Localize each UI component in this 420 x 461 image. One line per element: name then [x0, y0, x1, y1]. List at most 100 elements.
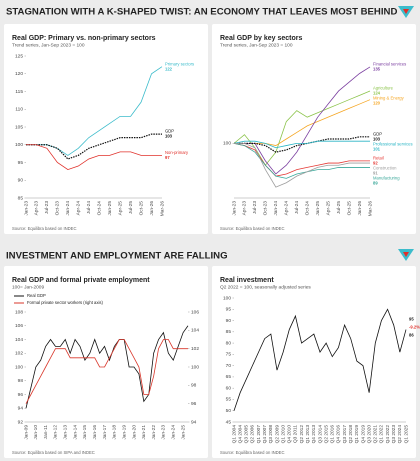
end-label-value: 103: [165, 134, 173, 139]
end-label-name: GDP: [165, 129, 174, 134]
y-tick-label: 102: [15, 351, 23, 357]
y-tick-label: 94: [18, 406, 24, 412]
y2-tick-label: 98: [191, 383, 197, 389]
x-tick-label: Apr-24: [284, 201, 290, 216]
y-tick-label: 90: [18, 178, 24, 184]
x-tick-label: Jul-23: [44, 201, 50, 214]
panel: [4, 24, 208, 234]
y-tick-label: 115: [15, 89, 23, 95]
y-tick-label: 98: [18, 378, 24, 384]
series-line: [234, 136, 370, 153]
x-tick-label: Apr-25: [325, 201, 331, 216]
x-tick-label: Q4 2013: [311, 425, 317, 444]
y-tick-label: 106: [15, 323, 23, 329]
chart-subtitle: Q2 2022 = 100, seasonally adjusted serie…: [220, 284, 311, 290]
x-tick-label: Jan-15: [82, 425, 88, 440]
x-tick-label: Q3 2005: [244, 425, 250, 444]
x-tick-label: Jan-24: [273, 201, 279, 216]
y-tick-label: 80: [226, 340, 232, 346]
x-tick-label: Jan-14: [72, 425, 78, 440]
y-tick-label: 85: [18, 195, 24, 201]
y-tick-label: 95: [18, 160, 24, 166]
x-tick-label: Oct-23: [55, 201, 61, 216]
x-tick-label: Jan-17: [102, 425, 108, 440]
y-tick-label: 90: [226, 318, 232, 324]
end-label-name: Agriculture: [373, 86, 394, 91]
y-tick-label: 120: [15, 71, 23, 77]
x-tick-label: Q2 2015: [323, 425, 329, 444]
x-tick-label: Jan-09: [23, 425, 29, 440]
series-line: [26, 133, 162, 160]
x-tick-label: Q1 2025: [403, 425, 409, 444]
x-tick-label: Q2 2012: [299, 425, 305, 444]
end-label-name: Mining & Energy: [373, 96, 405, 101]
y-tick-label: 95: [226, 307, 232, 313]
x-tick-label: Q2 2018: [348, 425, 354, 444]
x-tick-label: Jan-11: [43, 425, 49, 440]
y-tick-label: 100: [223, 295, 231, 301]
end-label-value: 89: [373, 180, 378, 185]
end-label-value: 122: [165, 66, 173, 71]
x-tick-label: Q2 2006: [250, 425, 256, 444]
x-tick-label: Q3 2017: [342, 425, 348, 444]
x-tick-label: Q2 2009: [274, 425, 280, 444]
x-tick-label: Jul-25: [336, 201, 342, 214]
x-tick-label: Oct-24: [96, 201, 102, 216]
x-tick-label: Apr-23: [242, 201, 248, 216]
y-tick-label: 85: [226, 329, 232, 335]
x-tick-label: Jan-24: [171, 425, 177, 440]
y-tick-label: 125: [15, 53, 23, 59]
x-tick-label: Jan-21: [141, 425, 147, 440]
x-tick-label: Jan-25: [315, 201, 321, 216]
chart-title: Real GDP by key sectors: [220, 35, 302, 42]
y-tick-label: 100: [15, 364, 23, 370]
section-header: STAGNATION WITH A K-SHAPED TWIST: AN ECO…: [6, 7, 397, 18]
source: Source: Equilibra based on INDEC: [220, 450, 284, 455]
annotation: 86: [409, 333, 414, 338]
x-tick-label: Mar-26: [159, 201, 165, 217]
y2-tick-label: 100: [191, 364, 199, 370]
x-tick-label: Oct-25: [346, 201, 352, 216]
y2-tick-label: 102: [191, 346, 199, 352]
x-tick-label: Q1 2022: [379, 425, 385, 444]
logo-inner: [403, 9, 409, 14]
x-tick-label: Jan-10: [33, 425, 39, 440]
x-tick-label: Jan-26: [357, 201, 363, 216]
chart-subtitle: Trend series, Jan-Sep 2023 = 100: [220, 42, 293, 48]
x-tick-label: Jan-23: [161, 425, 167, 440]
series-line: [25, 339, 188, 404]
x-tick-label: Q4 2019: [360, 425, 366, 444]
x-tick-label: Jul-24: [86, 201, 92, 214]
x-tick-label: Jan-16: [92, 425, 98, 440]
chart-title: Real GDP: Primary vs. non-primary sector…: [12, 35, 156, 42]
x-tick-label: Q4 2016: [336, 425, 342, 444]
end-label-value: 120: [373, 101, 381, 106]
logo-inner: [403, 252, 409, 257]
y-tick-label: 65: [226, 374, 232, 380]
chart-title: Real investment: [220, 277, 274, 284]
x-tick-label: Q1 2016: [330, 425, 336, 444]
end-label-value: 92: [373, 160, 378, 165]
y-tick-label: 96: [18, 392, 24, 398]
x-tick-label: Apr-23: [34, 201, 40, 216]
x-tick-label: Mar-26: [367, 201, 373, 217]
x-tick-label: Q3 2008: [268, 425, 274, 444]
x-tick-label: Jan-26: [149, 201, 155, 216]
x-tick-label: Q3 2023: [391, 425, 397, 444]
end-label-name: Construction: [373, 165, 397, 170]
panel: [212, 266, 416, 458]
x-tick-label: Jul-25: [128, 201, 134, 214]
x-tick-label: Jan-23: [23, 201, 29, 216]
end-label-name: GDP: [373, 131, 382, 136]
x-tick-label: Jul-23: [252, 201, 258, 214]
y-tick-label: 100: [223, 141, 231, 147]
annotation: -9.2%: [409, 325, 420, 330]
series-line: [233, 142, 370, 179]
y-tick-label: 105: [15, 124, 23, 130]
y-tick-label: 104: [15, 337, 23, 343]
series-line: [25, 325, 189, 409]
x-tick-label: Q2 2021: [373, 425, 379, 444]
end-label-value: 97: [165, 155, 170, 160]
